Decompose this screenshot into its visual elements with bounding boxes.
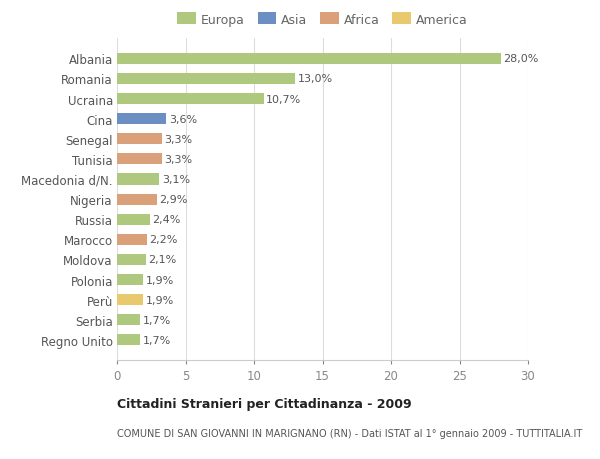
Text: 2,1%: 2,1% — [148, 255, 176, 265]
Bar — [117, 194, 157, 205]
Text: Cittadini Stranieri per Cittadinanza - 2009: Cittadini Stranieri per Cittadinanza - 2… — [117, 397, 412, 410]
Text: 13,0%: 13,0% — [298, 74, 332, 84]
Text: 2,4%: 2,4% — [152, 215, 181, 225]
Text: 3,3%: 3,3% — [164, 155, 193, 164]
Bar — [117, 114, 166, 125]
Bar — [117, 74, 295, 85]
Text: 10,7%: 10,7% — [266, 94, 301, 104]
Text: 2,2%: 2,2% — [149, 235, 178, 245]
Text: COMUNE DI SAN GIOVANNI IN MARIGNANO (RN) - Dati ISTAT al 1° gennaio 2009 - TUTTI: COMUNE DI SAN GIOVANNI IN MARIGNANO (RN)… — [117, 428, 582, 438]
Bar — [117, 234, 147, 246]
Bar — [117, 134, 162, 145]
Text: 2,9%: 2,9% — [159, 195, 188, 205]
Bar — [117, 174, 160, 185]
Bar — [117, 154, 162, 165]
Bar — [117, 274, 143, 285]
Bar — [117, 94, 263, 105]
Bar — [117, 254, 146, 265]
Bar — [117, 214, 150, 225]
Bar — [117, 54, 500, 65]
Bar — [117, 314, 140, 325]
Text: 28,0%: 28,0% — [503, 54, 538, 64]
Legend: Europa, Asia, Africa, America: Europa, Asia, Africa, America — [172, 8, 473, 32]
Text: 3,1%: 3,1% — [162, 174, 190, 185]
Text: 1,9%: 1,9% — [145, 295, 174, 305]
Text: 3,3%: 3,3% — [164, 134, 193, 145]
Text: 1,7%: 1,7% — [143, 315, 171, 325]
Text: 3,6%: 3,6% — [169, 114, 197, 124]
Text: 1,9%: 1,9% — [145, 275, 174, 285]
Text: 1,7%: 1,7% — [143, 335, 171, 345]
Bar — [117, 335, 140, 346]
Bar — [117, 295, 143, 306]
